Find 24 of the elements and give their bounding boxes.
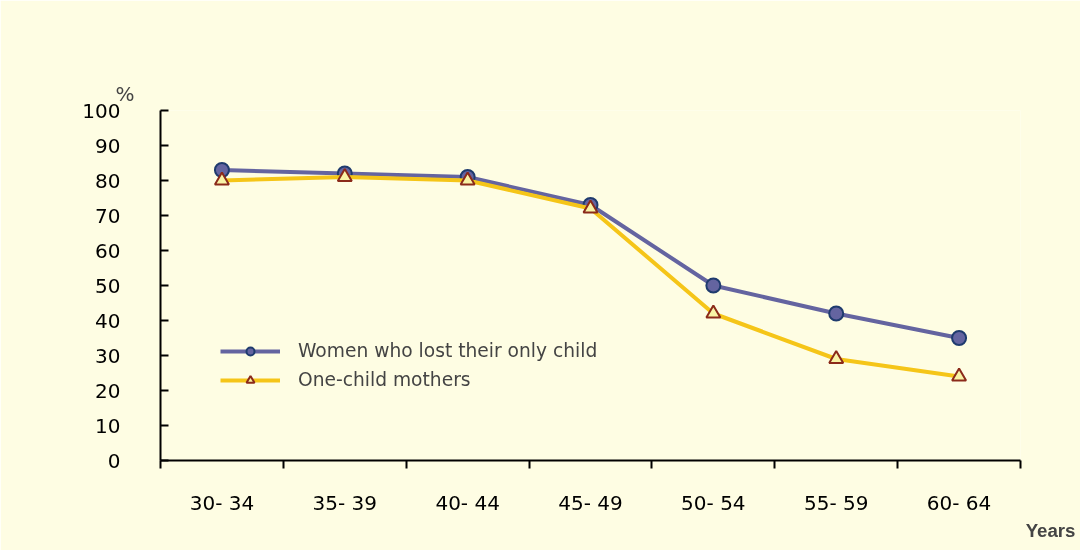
x-axis-title: Years	[1025, 519, 1076, 541]
y-tick-label: 20	[95, 378, 121, 403]
y-tick-label: 30	[95, 343, 121, 368]
legend-label: Women who lost their only child	[298, 340, 598, 361]
point	[705, 277, 722, 294]
y-tick-label: 70	[95, 203, 121, 228]
x-tick-label: 50- 54	[681, 490, 746, 515]
x-tick-label: 60- 64	[926, 490, 992, 515]
y-tick-label: 90	[95, 133, 121, 158]
point	[951, 330, 968, 346]
y-tick-label: 10	[95, 413, 121, 438]
y-tick-label: 50	[95, 273, 121, 298]
y-tick-label: 0	[107, 448, 121, 473]
x-tick-label: 55- 59	[803, 490, 869, 515]
x-tick-label: 35- 39	[312, 490, 378, 515]
y-tick-label: 80	[95, 168, 121, 193]
legend-label: One-child mothers	[298, 369, 471, 390]
x-tick-label: 45- 49	[558, 490, 623, 515]
x-tick-label: 40- 44	[435, 490, 500, 515]
y-tick-label: 60	[95, 238, 121, 263]
x-tick-label: 30- 34	[189, 490, 255, 515]
point	[828, 305, 845, 322]
y-tick-label: 40	[95, 308, 121, 333]
y-tick-label: 100	[82, 98, 121, 123]
